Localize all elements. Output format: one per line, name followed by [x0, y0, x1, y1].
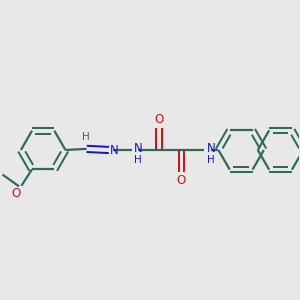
Text: O: O [11, 187, 20, 200]
Text: N: N [134, 142, 143, 155]
Text: H: H [82, 132, 90, 142]
Text: H: H [206, 154, 214, 165]
Text: H: H [134, 154, 142, 165]
Text: O: O [177, 174, 186, 187]
Text: N: N [110, 143, 118, 157]
Text: N: N [206, 142, 215, 155]
Text: O: O [154, 113, 164, 126]
